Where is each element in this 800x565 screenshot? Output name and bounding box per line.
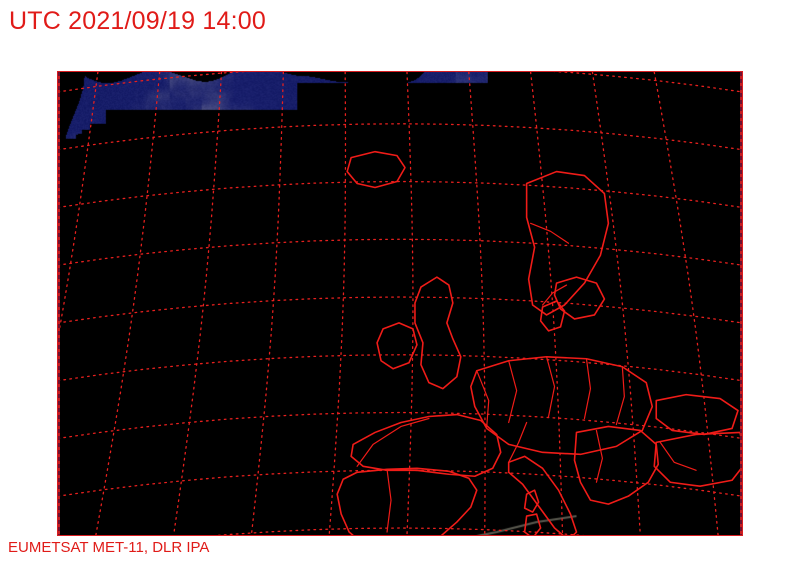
- frame-tick-rail-bottom: [58, 535, 742, 536]
- source-credit-label: EUMETSAT MET-11, DLR IPA: [8, 539, 210, 556]
- utc-timestamp-label: UTC 2021/09/19 14:00: [9, 7, 266, 35]
- satellite-raster-canvas: [58, 72, 742, 535]
- satellite-image-panel[interactable]: [57, 71, 743, 536]
